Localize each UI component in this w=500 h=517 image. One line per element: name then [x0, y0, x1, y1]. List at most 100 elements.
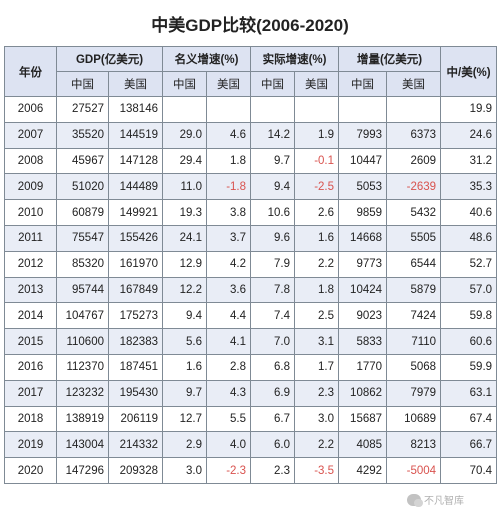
cell-nominal-china: 3.0 — [162, 457, 207, 484]
cell-nominal-china: 29.4 — [162, 147, 207, 175]
table-row: 2014 104767 175273 9.4 4.4 7.4 2.5 9023 7424 59.8 — [4, 302, 498, 330]
cell-gdp-usa: 147128 — [108, 147, 163, 175]
cell-real-china: 14.2 — [250, 121, 296, 149]
cell-nominal-china: 9.4 — [162, 302, 207, 330]
cell-real-china: 2.3 — [250, 457, 296, 484]
table-row: 2009 51020 144489 11.0 -1.8 9.4 -2.5 5053 -2639 3… — [4, 173, 498, 201]
cell-gdp-usa: 182383 — [108, 328, 163, 355]
cell-ratio: 40.6 — [440, 199, 498, 226]
cell-gdp-china: 143004 — [56, 431, 109, 459]
table-row: 2013 95744 167849 12.2 3.6 7.8 1.8 10424 5879 57.… — [4, 276, 498, 304]
gdp-china-header: 中国 — [56, 71, 109, 97]
cell-real-china: 10.6 — [250, 199, 296, 226]
cell-increment-china: 5833 — [338, 328, 388, 355]
cell-increment-usa: 8213 — [386, 431, 442, 459]
real-growth-header: 实际增速(%) — [250, 46, 340, 72]
cell-ratio: 70.4 — [440, 457, 498, 484]
cell-real-china: 9.7 — [250, 147, 296, 175]
gdp-comparison-table: 年份 GDP(亿美元) 名义增速(%) 实际增速(%) 增量(亿美元) 中/美(… — [4, 46, 498, 484]
cell-increment-usa: 5432 — [386, 199, 442, 226]
cell-real-china: 6.8 — [250, 353, 296, 381]
cell-increment-china: 10424 — [338, 276, 388, 304]
cell-ratio: 52.7 — [440, 250, 498, 278]
cell-nominal-china: 19.3 — [162, 199, 207, 226]
cell-gdp-china: 123232 — [56, 379, 109, 407]
table-row: 2007 35520 144519 29.0 4.6 14.2 1.9 7993 6373 24.… — [4, 121, 498, 149]
cell-gdp-china: 138919 — [56, 405, 109, 433]
cell-nominal-china: 24.1 — [162, 224, 207, 252]
cell-gdp-china: 95744 — [56, 276, 109, 304]
watermark: 不凡智库 — [407, 492, 464, 507]
table-row: 2012 85320 161970 12.9 4.2 7.9 2.2 9773 6544 52.7 — [4, 250, 498, 278]
increment-china-header: 中国 — [338, 71, 388, 97]
cell-nominal-usa: 1.8 — [205, 147, 252, 175]
cell-nominal-usa: 3.8 — [205, 199, 252, 226]
year-header: 年份 — [4, 46, 57, 97]
cell-ratio: 66.7 — [440, 431, 498, 459]
table-row: 2020 147296 209328 3.0 -2.3 2.3 -3.5 4292 -5004 7… — [4, 457, 498, 484]
table-row: 2017 123232 195430 9.7 4.3 6.9 2.3 10862 7979 63.… — [4, 379, 498, 407]
cell-increment-usa: 6544 — [386, 250, 442, 278]
cell-nominal-china: 12.7 — [162, 405, 207, 433]
table-row: 2008 45967 147128 29.4 1.8 9.7 -0.1 10447 2609 31… — [4, 147, 498, 175]
table-row: 2010 60879 149921 19.3 3.8 10.6 2.6 9859 5432 40.… — [4, 199, 498, 226]
cell-real-usa: 2.2 — [294, 250, 340, 278]
increment-usa-header: 美国 — [386, 71, 442, 97]
cell-gdp-usa: 195430 — [108, 379, 163, 407]
cell-real-china: 9.4 — [250, 173, 296, 201]
cell-nominal-usa: 2.8 — [205, 353, 252, 381]
cell-year: 2017 — [4, 379, 57, 407]
cell-real-china: 6.9 — [250, 379, 296, 407]
cell-year: 2018 — [4, 405, 57, 433]
cell-real-usa: 1.9 — [294, 121, 340, 149]
cell-increment-china: 15687 — [338, 405, 388, 433]
table-body: 2006 27527 138146 19.9 2007 35520 144519 29.0 4.… — [4, 96, 498, 484]
nominal-china-header: 中国 — [162, 71, 207, 97]
cell-year: 2012 — [4, 250, 57, 278]
cell-increment-china: 5053 — [338, 173, 388, 201]
cell-increment-china — [338, 96, 388, 123]
cell-year: 2009 — [4, 173, 57, 201]
cell-year: 2008 — [4, 147, 57, 175]
cell-real-usa: 2.2 — [294, 431, 340, 459]
cell-ratio: 19.9 — [440, 96, 498, 123]
cell-nominal-china: 29.0 — [162, 121, 207, 149]
real-usa-header: 美国 — [294, 71, 340, 97]
cell-real-china: 7.0 — [250, 328, 296, 355]
cell-real-usa: 2.3 — [294, 379, 340, 407]
cell-gdp-usa: 149921 — [108, 199, 163, 226]
cell-real-usa: 3.1 — [294, 328, 340, 355]
cell-nominal-usa: 4.3 — [205, 379, 252, 407]
cell-gdp-usa: 161970 — [108, 250, 163, 278]
cell-gdp-china: 27527 — [56, 96, 109, 123]
table-row: 2015 110600 182383 5.6 4.1 7.0 3.1 5833 7110 60.6 — [4, 328, 498, 355]
cell-year: 2016 — [4, 353, 57, 381]
wechat-icon — [407, 493, 423, 507]
cell-year: 2007 — [4, 121, 57, 149]
cell-gdp-usa: 209328 — [108, 457, 163, 484]
cell-increment-usa: 5068 — [386, 353, 442, 381]
cell-ratio: 59.8 — [440, 302, 498, 330]
increment-header: 增量(亿美元) — [338, 46, 442, 72]
table-row: 2018 138919 206119 12.7 5.5 6.7 3.0 15687 10689 6… — [4, 405, 498, 433]
cell-ratio: 31.2 — [440, 147, 498, 175]
cell-increment-china: 4085 — [338, 431, 388, 459]
cell-gdp-china: 51020 — [56, 173, 109, 201]
cell-year: 2014 — [4, 302, 57, 330]
cell-increment-china: 9023 — [338, 302, 388, 330]
table-row: 2016 112370 187451 1.6 2.8 6.8 1.7 1770 5068 59.9 — [4, 353, 498, 381]
subheader-row: 中国 美国 中国 美国 中国 美国 中国 美国 — [5, 71, 497, 97]
table-row: 2006 27527 138146 19.9 — [4, 96, 498, 123]
cell-ratio: 24.6 — [440, 121, 498, 149]
cell-nominal-usa — [205, 96, 252, 123]
cell-gdp-china: 104767 — [56, 302, 109, 330]
cell-gdp-china: 45967 — [56, 147, 109, 175]
cell-nominal-china: 1.6 — [162, 353, 207, 381]
gdp-header: GDP(亿美元) — [56, 46, 163, 72]
cell-year: 2019 — [4, 431, 57, 459]
cell-nominal-usa: 3.7 — [205, 224, 252, 252]
cell-gdp-china: 60879 — [56, 199, 109, 226]
cell-gdp-usa: 138146 — [108, 96, 163, 123]
cell-gdp-usa: 144519 — [108, 121, 163, 149]
cell-increment-usa — [386, 96, 442, 123]
